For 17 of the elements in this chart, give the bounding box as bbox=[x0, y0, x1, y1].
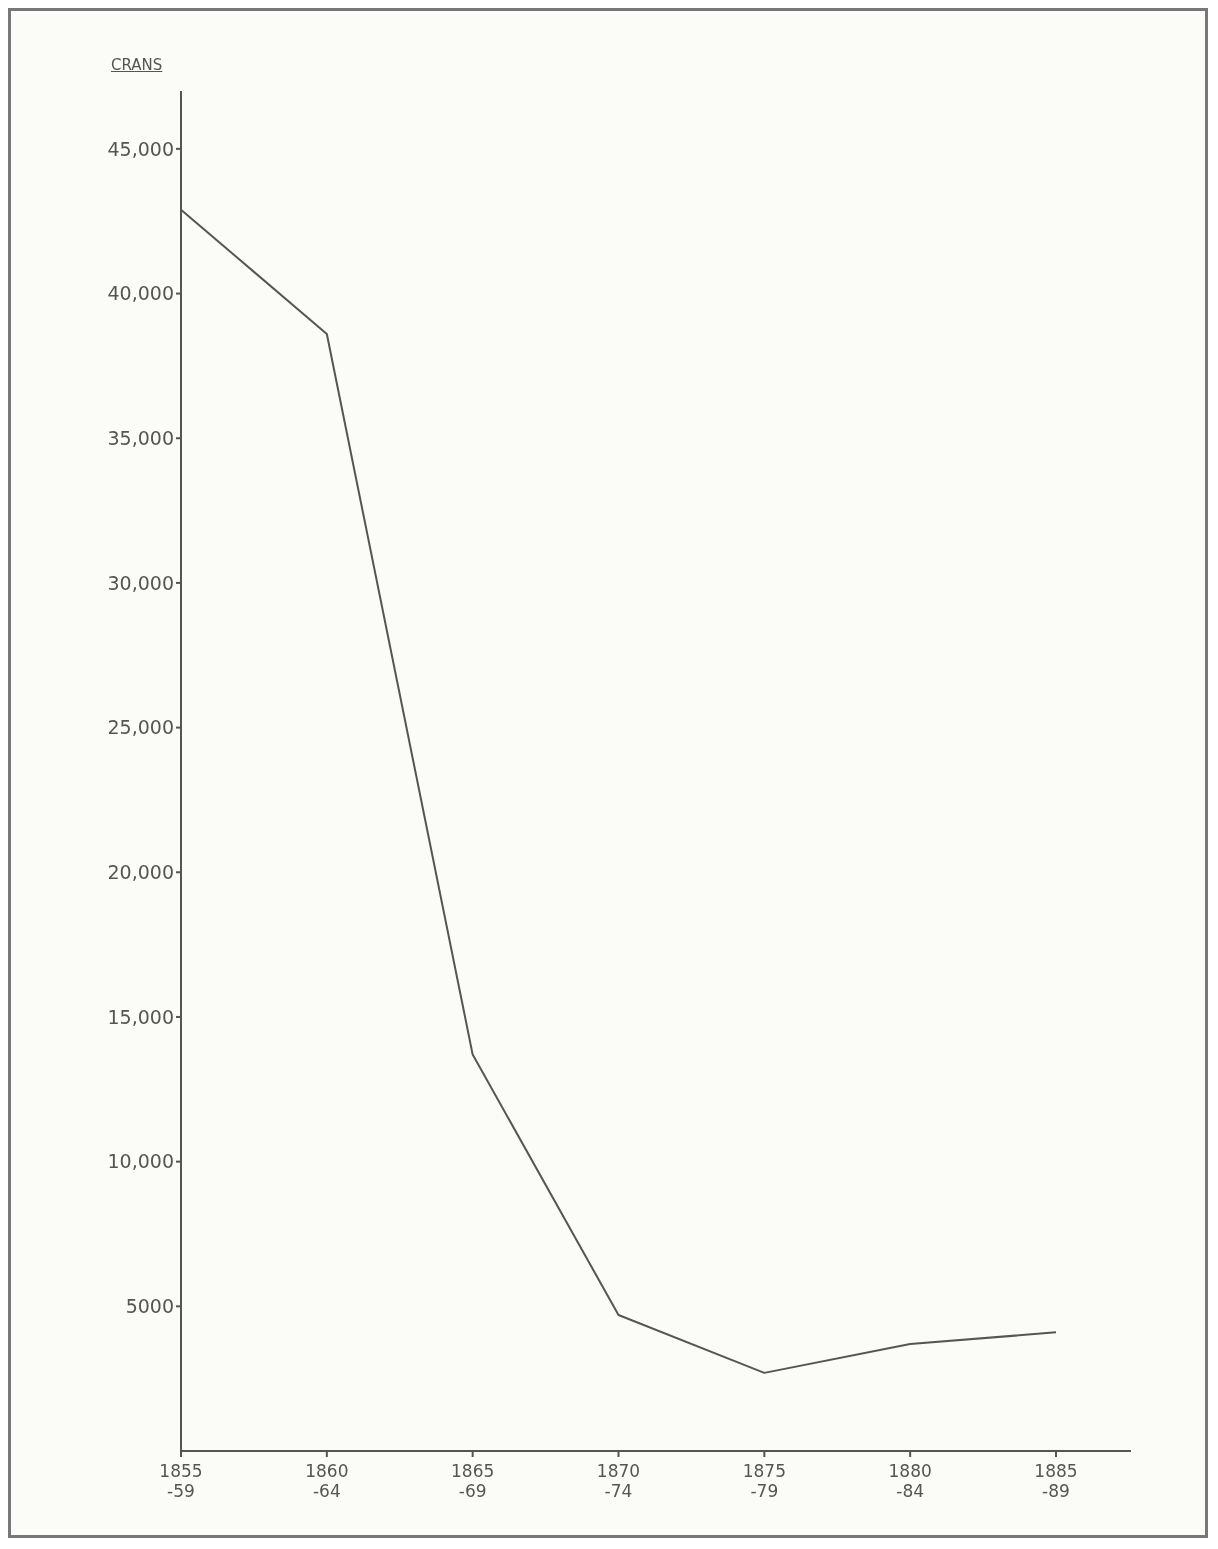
y-axis-title: CRANS bbox=[111, 56, 163, 74]
y-tick-label: 20,000 bbox=[107, 861, 174, 884]
y-tick-label: 45,000 bbox=[107, 137, 174, 160]
x-tick-label: 1865 -69 bbox=[451, 1461, 495, 1501]
x-tick-label: 1870 -74 bbox=[596, 1461, 641, 1501]
y-tick-label: 35,000 bbox=[107, 426, 174, 449]
x-tick-label: 1855 -59 bbox=[159, 1461, 203, 1501]
x-tick-label: 1875 -79 bbox=[742, 1461, 786, 1501]
y-tick-label: 5000 bbox=[125, 1295, 174, 1318]
y-tick-label: 25,000 bbox=[107, 716, 174, 739]
y-tick-label: 30,000 bbox=[107, 571, 174, 594]
x-tick-label: 1885 -89 bbox=[1034, 1461, 1078, 1501]
x-tick-label: 1860 -64 bbox=[305, 1461, 349, 1501]
y-tick-label: 10,000 bbox=[107, 1150, 174, 1173]
y-tick-label: 15,000 bbox=[107, 1005, 174, 1028]
y-tick-label: 40,000 bbox=[107, 282, 174, 305]
x-tick-label: 1880 -84 bbox=[888, 1461, 932, 1501]
